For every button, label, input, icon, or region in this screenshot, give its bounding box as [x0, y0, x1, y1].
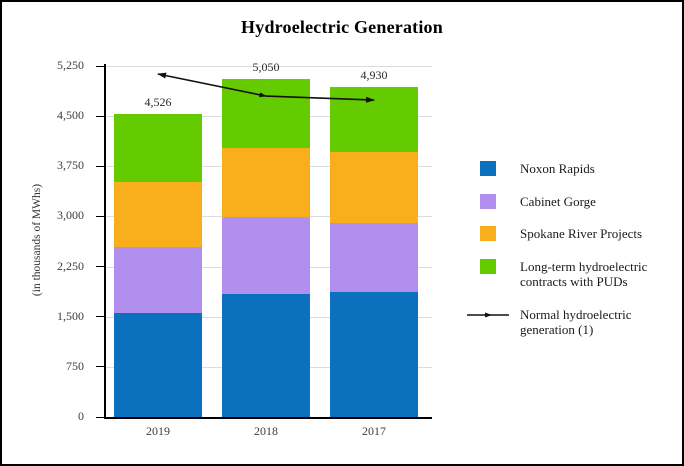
y-axis-tick [96, 215, 104, 217]
line-marker-arrow [157, 72, 167, 79]
y-axis-tick-label: 4,500 [57, 108, 84, 123]
normal-generation-line [157, 72, 375, 103]
y-axis-line [104, 64, 106, 419]
bar-segment-noxon-rapids [222, 294, 310, 417]
y-axis-tick-label: 2,250 [57, 258, 84, 273]
y-axis-tick [96, 266, 104, 268]
y-axis-tick [96, 165, 104, 167]
y-axis-tick-label: 750 [66, 358, 84, 373]
legend-item-noxon-rapids: Noxon Rapids [480, 161, 680, 177]
legend: Noxon Rapids Cabinet Gorge Spokane River P… [467, 161, 680, 355]
bar-segment-cabinet-gorge [222, 217, 310, 295]
y-axis-tick-label: 1,500 [57, 308, 84, 323]
y-axis-tick [96, 416, 104, 418]
bar-segment-spokane-river-projects [114, 181, 202, 247]
bar-segment-noxon-rapids [330, 292, 418, 417]
x-axis-label: 2017 [362, 424, 386, 438]
legend-swatch-noxon-rapids [480, 161, 496, 176]
x-axis-label: 2018 [254, 424, 278, 438]
bar-total-label: 5,050 [252, 60, 280, 75]
y-axis-title: (in thousands of MWhs) [31, 183, 43, 297]
bar-total-label: 4,930 [360, 68, 388, 83]
bar-segment-cabinet-gorge [114, 246, 202, 313]
x-axis-line [104, 417, 432, 419]
legend-line-marker [467, 312, 509, 317]
x-axis-label: 2019 [146, 424, 170, 438]
legend-item-normal-hydroelectric-generation-1: Normal hydroelectric generation (1) [467, 306, 680, 338]
legend-label: Spokane River Projects [520, 226, 643, 241]
plot-area: 0 750 1,500 2,250 3,000 3,750 4,500 5,250 4,526 2… [57, 58, 432, 438]
legend-item-spokane-river-projects: Spokane River Projects [480, 226, 680, 242]
bar-segment-spokane-river-projects [222, 147, 310, 218]
legend-swatch-spokane-river-projects [480, 226, 496, 241]
legend-swatch-cabinet-gorge [480, 193, 496, 209]
bar-segment-long-term-hydroelectric-contracts-with-puds [114, 114, 202, 182]
y-axis-tick-label: 0 [78, 409, 84, 423]
legend-label: Normal hydroelectric generation (1) [520, 306, 632, 338]
y-axis-tick [96, 65, 104, 67]
bar-segment-noxon-rapids [114, 312, 202, 417]
legend-label: Long-term hydroelectric contracts with P… [520, 258, 648, 290]
y-axis-tick-label: 5,250 [57, 58, 84, 72]
line-marker-arrow [365, 96, 375, 103]
legend-item-cabinet-gorge: Cabinet Gorge [480, 193, 680, 210]
legend-label: Cabinet Gorge [520, 193, 596, 209]
gridline [106, 66, 432, 67]
bar-segment-long-term-hydroelectric-contracts-with-puds [330, 87, 418, 152]
bar-segment-cabinet-gorge [330, 223, 418, 293]
y-axis-tick [96, 115, 104, 117]
legend-item-long-term-hydroelectric-contracts-with-puds: Long-term hydroelectric contracts with P… [480, 258, 680, 290]
y-axis-tick-label: 3,750 [57, 158, 84, 173]
bar-segment-spokane-river-projects [330, 151, 418, 224]
y-axis-tick [96, 366, 104, 368]
line-marker-arrow [259, 92, 267, 98]
y-axis-tick [96, 316, 104, 318]
legend-label: Noxon Rapids [520, 161, 595, 176]
bar-total-label: 4,526 [144, 95, 172, 110]
legend-swatch-long-term-hydroelectric-contracts-with-puds [480, 258, 496, 274]
y-axis-tick-label: 3,000 [57, 208, 84, 223]
chart-title: Hydroelectric Generation [241, 17, 443, 37]
